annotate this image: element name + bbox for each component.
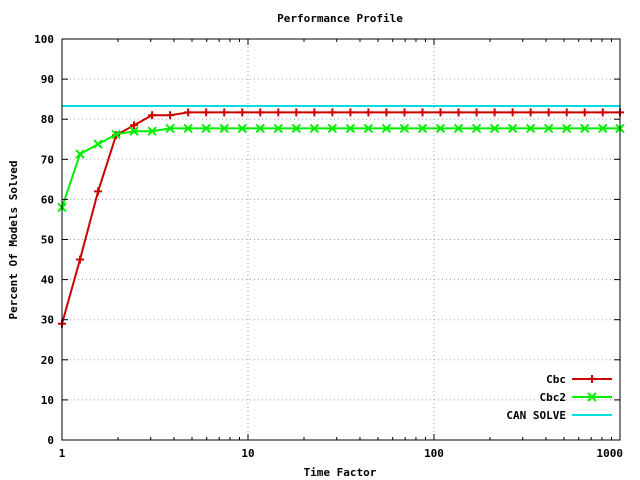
data-point-cbc2 (345, 123, 356, 134)
x-tick-label: 10 (241, 447, 254, 460)
data-point-cbc2 (237, 123, 247, 134)
data-point-cbc (364, 108, 373, 117)
y-tick-label: 40 (41, 274, 54, 287)
data-point-cbc2 (399, 123, 410, 134)
legend-marker-cbc2 (587, 392, 597, 402)
data-point-cbc2 (273, 123, 283, 134)
legend: Cbc Cbc2 CAN SOLVE (506, 373, 612, 422)
data-point-cbc2 (580, 123, 590, 134)
data-point-cbc (148, 111, 157, 120)
data-point-cbc2 (219, 123, 229, 134)
data-point-cbc (274, 108, 283, 117)
data-point-cbc (220, 108, 229, 117)
y-tick-label: 0 (47, 434, 54, 447)
data-point-cbc2 (93, 139, 103, 149)
data-point-cbc2 (453, 123, 464, 134)
legend-entry-can-solve: CAN SOLVE (506, 409, 612, 422)
data-point-cbc2 (525, 123, 536, 134)
y-tick-label: 30 (41, 314, 54, 327)
data-point-cbc (166, 111, 175, 120)
y-tick-label: 20 (41, 354, 54, 367)
y-tick-label: 100 (34, 33, 54, 46)
legend-entry-cbc2: Cbc2 (540, 391, 612, 404)
series-cbc2 (57, 123, 625, 213)
legend-marker-cbc (588, 375, 596, 383)
x-tick-label: 1000 (597, 447, 624, 460)
grid (62, 39, 620, 440)
data-point-cbc2 (543, 123, 554, 134)
data-point-cbc2 (75, 149, 85, 159)
data-point-cbc2 (129, 126, 139, 136)
data-point-cbc (472, 108, 481, 117)
series-line-cbc2 (61, 127, 620, 208)
data-point-cbc (508, 108, 517, 117)
data-point-cbc (292, 108, 301, 117)
data-point-cbc (580, 108, 589, 117)
data-point-cbc (256, 108, 265, 117)
data-point-cbc2 (309, 123, 320, 134)
data-point-cbc (202, 108, 211, 117)
data-point-cbc2 (327, 123, 338, 134)
data-point-cbc (490, 108, 499, 117)
legend-label-cbc: Cbc (546, 373, 566, 386)
legend-label-can-solve: CAN SOLVE (506, 409, 566, 422)
data-point-cbc (328, 108, 337, 117)
data-point-cbc2 (291, 123, 302, 134)
y-tick-label: 50 (41, 234, 54, 247)
data-point-cbc2 (507, 123, 518, 134)
x-tick-label: 100 (424, 447, 444, 460)
data-point-cbc (400, 108, 409, 117)
data-point-cbc (454, 108, 463, 117)
data-point-cbc (184, 108, 193, 117)
data-point-cbc2 (201, 123, 211, 134)
data-point-cbc2 (417, 123, 428, 134)
data-point-cbc2 (435, 123, 446, 134)
x-axis-label: Time Factor (304, 466, 377, 479)
data-point-cbc2 (183, 123, 193, 134)
data-point-cbc (382, 108, 391, 117)
y-axis-label: Percent Of Models Solved (7, 161, 20, 320)
series-layer (57, 105, 625, 328)
data-point-cbc (238, 108, 247, 117)
x-tick-label: 1 (59, 447, 66, 460)
data-point-cbc (598, 108, 607, 117)
ticks (61, 38, 621, 441)
data-point-cbc2 (147, 126, 157, 136)
chart-title: Performance Profile (277, 12, 403, 25)
data-point-cbc2 (471, 123, 482, 134)
data-point-cbc (562, 108, 571, 117)
data-point-cbc2 (489, 123, 500, 134)
y-tick-label: 70 (41, 153, 54, 166)
legend-label-cbc2: Cbc2 (540, 391, 567, 404)
data-point-cbc2 (381, 123, 392, 134)
data-point-cbc (94, 187, 103, 196)
data-point-cbc2 (363, 123, 374, 134)
data-point-cbc2 (111, 129, 121, 140)
y-tick-label: 90 (41, 73, 54, 86)
data-point-cbc2 (598, 123, 608, 134)
data-point-cbc2 (255, 123, 265, 134)
data-point-cbc (76, 255, 85, 264)
y-tick-label: 60 (41, 193, 54, 206)
data-point-cbc (310, 108, 319, 117)
data-point-cbc2 (562, 123, 572, 134)
data-point-cbc (544, 108, 553, 117)
data-point-cbc (346, 108, 355, 117)
data-point-cbc2 (165, 123, 175, 134)
data-point-cbc (436, 108, 445, 117)
data-point-cbc (418, 108, 427, 117)
data-point-cbc (130, 121, 139, 130)
y-tick-label: 80 (41, 113, 54, 126)
y-tick-label: 10 (41, 394, 54, 407)
data-point-cbc (526, 108, 535, 117)
legend-entry-cbc: Cbc (546, 373, 612, 386)
